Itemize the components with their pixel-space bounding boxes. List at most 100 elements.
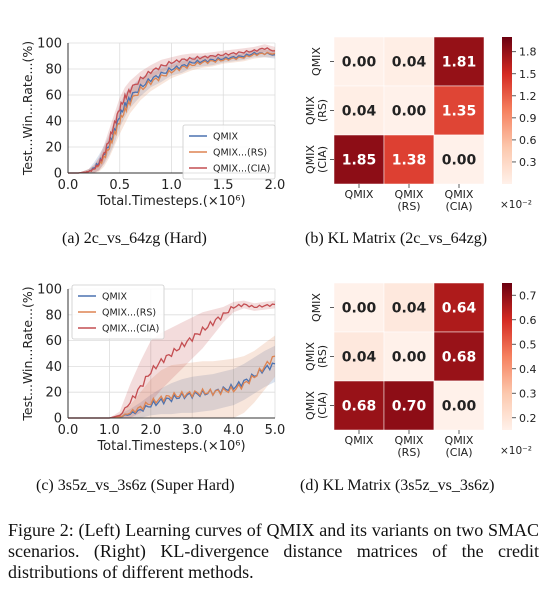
x-tick-label: 1.0	[99, 423, 120, 438]
heatmap-row-label-line: QMIX	[304, 96, 317, 125]
heatmap-row-label-line: (CIA)	[316, 392, 329, 419]
heatmap-col-label: QMIX (CIA)	[445, 434, 474, 459]
heatmap-cell	[333, 331, 385, 382]
series-line	[68, 303, 276, 419]
heatmap-row-label: QMIX(RS)	[304, 342, 329, 371]
series-line	[68, 47, 276, 174]
caption-a: (a) 2c_vs_64zg (Hard)	[62, 230, 207, 247]
heatmap-cell-value: 1.81	[442, 55, 477, 71]
legend-label: QMIX	[213, 132, 238, 143]
colorbar-tick-label: 0.6	[519, 314, 537, 327]
x-tick-label: 1.0	[161, 178, 182, 193]
y-tick-label: 100	[37, 37, 62, 52]
y-tick-label: 20	[45, 141, 62, 156]
series-line	[68, 355, 276, 419]
heatmap-row-label-line: QMIX	[310, 293, 323, 322]
series-band	[68, 345, 275, 418]
legend-label: QMIX	[102, 292, 127, 303]
y-axis-label: Test...Win...Rate...(%)	[20, 41, 35, 176]
heatmap-cell-value: 1.38	[392, 153, 427, 169]
x-tick-label: 0.0	[58, 178, 79, 193]
heatmap-col-label-line: (CIA)	[445, 200, 472, 213]
colorbar-tick-label: 0.9	[519, 112, 537, 125]
heatmap-cell-value: 0.04	[392, 55, 427, 71]
heatmap-cell-value: 0.68	[342, 399, 377, 415]
panel-a-line-chart: 0.0 0.5 1.0 1.5 2.0 0 20 40 60 80 100 Total.Timeste…	[20, 37, 285, 210]
heatmap-cell	[433, 282, 485, 333]
heatmap-row-label-line: (RS)	[316, 99, 329, 122]
legend-box	[182, 124, 276, 180]
colorbar-tick-label: 0.2	[519, 412, 537, 425]
y-tick-label: 80	[45, 63, 62, 78]
heatmap-col-label-line: (CIA)	[445, 446, 472, 459]
heatmap-col-label: QMIX	[345, 434, 374, 447]
x-tick-label: 2.0	[140, 423, 161, 438]
colorbar-tick-label: 1.8	[519, 46, 537, 59]
series-line	[68, 51, 276, 174]
colorbar	[502, 283, 512, 430]
heatmap-col-label-line: (RS)	[397, 446, 420, 459]
heatmap-col-label: QMIX	[345, 188, 374, 201]
series-band	[68, 300, 275, 418]
figure-caption-text: (Left) Learning curves of QMIX and its v…	[8, 520, 540, 582]
heatmap-col-label-line: QMIX	[395, 434, 424, 447]
heatmap-cell	[383, 134, 435, 185]
heatmap-col-label: QMIX (RS)	[395, 434, 424, 459]
x-tick-label: 0.0	[58, 423, 79, 438]
heatmap-cell-value: 1.35	[442, 104, 477, 120]
heatmap-cell-value: 0.70	[392, 399, 427, 415]
heatmap-cell-value: 0.04	[342, 350, 377, 366]
heatmap-cell	[383, 36, 435, 87]
x-tick-label: 2.0	[265, 178, 286, 193]
figure-caption: Figure 2: (Left) Learning curves of QMIX…	[8, 520, 539, 583]
heatmap-row-label: QMIX(CIA)	[304, 145, 329, 174]
heatmap-col-label-line: QMIX	[345, 188, 374, 201]
heatmap-row-label-line: (CIA)	[316, 146, 329, 173]
heatmap-cell-value: 0.00	[342, 301, 377, 317]
panel-d-heatmap: 0.00 0.04 0.64 0.04 0.00 0.68 0.68 0.70 0.00 QMIX…	[304, 282, 537, 459]
heatmap-col-label: QMIX (RS)	[395, 188, 424, 213]
heatmap-col-label-line: (RS)	[397, 200, 420, 213]
legend-label: QMIX...(RS)	[213, 148, 267, 159]
heatmap-row-label: QMIX(CIA)	[304, 391, 329, 420]
heatmap-col-label-line: QMIX	[445, 434, 474, 447]
heatmap-cell-value: 0.00	[442, 153, 477, 169]
y-tick-label: 0	[54, 412, 62, 427]
x-axis-label: Total.Timesteps.(×10⁶)	[96, 194, 245, 209]
heatmap-cell	[333, 85, 385, 136]
legend-box	[71, 284, 165, 340]
panel-c-line-chart: 0.0 1.0 2.0 3.0 4.0 5.0 0 20 40 60 80 100 Total.Time…	[20, 283, 285, 455]
heatmap-cell	[333, 380, 385, 431]
heatmap-cell-value: 0.00	[392, 104, 427, 120]
heatmap-cell-value: 0.00	[342, 55, 377, 71]
colorbar-tick-label: 1.2	[519, 90, 537, 103]
colorbar-tick-label: 0.7	[519, 289, 537, 302]
x-tick-label: 4.0	[223, 423, 244, 438]
colorbar-tick-label: 0.3	[519, 156, 537, 169]
y-tick-label: 60	[45, 334, 62, 349]
figure-caption-label: Figure 2:	[8, 520, 74, 540]
caption-b: (b) KL Matrix (2c_vs_64zg)	[305, 230, 488, 247]
heatmap-cell-value: 0.04	[342, 104, 377, 120]
caption-d: (d) KL Matrix (3s5z_vs_3s6z)	[300, 477, 495, 494]
x-tick-label: 3.0	[182, 423, 203, 438]
x-tick-label: 1.5	[213, 178, 234, 193]
heatmap-cell	[433, 85, 485, 136]
heatmap-row-label-line: QMIX	[304, 145, 317, 174]
heatmap-cell-value: 1.85	[342, 153, 377, 169]
heatmap-cell	[383, 282, 435, 333]
series-band	[68, 49, 275, 173]
heatmap-cell-value: 0.00	[392, 350, 427, 366]
colorbar-tick-label: 0.5	[519, 338, 537, 351]
series-band	[68, 335, 275, 418]
colorbar-tick-label: 0.4	[519, 363, 537, 376]
y-axis-label: Test...Win...Rate...(%)	[20, 286, 35, 421]
x-tick-label: 0.5	[109, 178, 130, 193]
x-axis-label: Total.Timesteps.(×10⁶)	[96, 439, 245, 454]
heatmap-col-label-line: QMIX	[345, 434, 374, 447]
legend-label: QMIX...(RS)	[102, 308, 156, 319]
heatmap-row-label-line: QMIX	[310, 47, 323, 76]
colorbar-multiplier: ×10⁻²	[500, 199, 532, 211]
colorbar-tick-label: 0.3	[519, 387, 537, 400]
heatmap-cell	[433, 134, 485, 185]
